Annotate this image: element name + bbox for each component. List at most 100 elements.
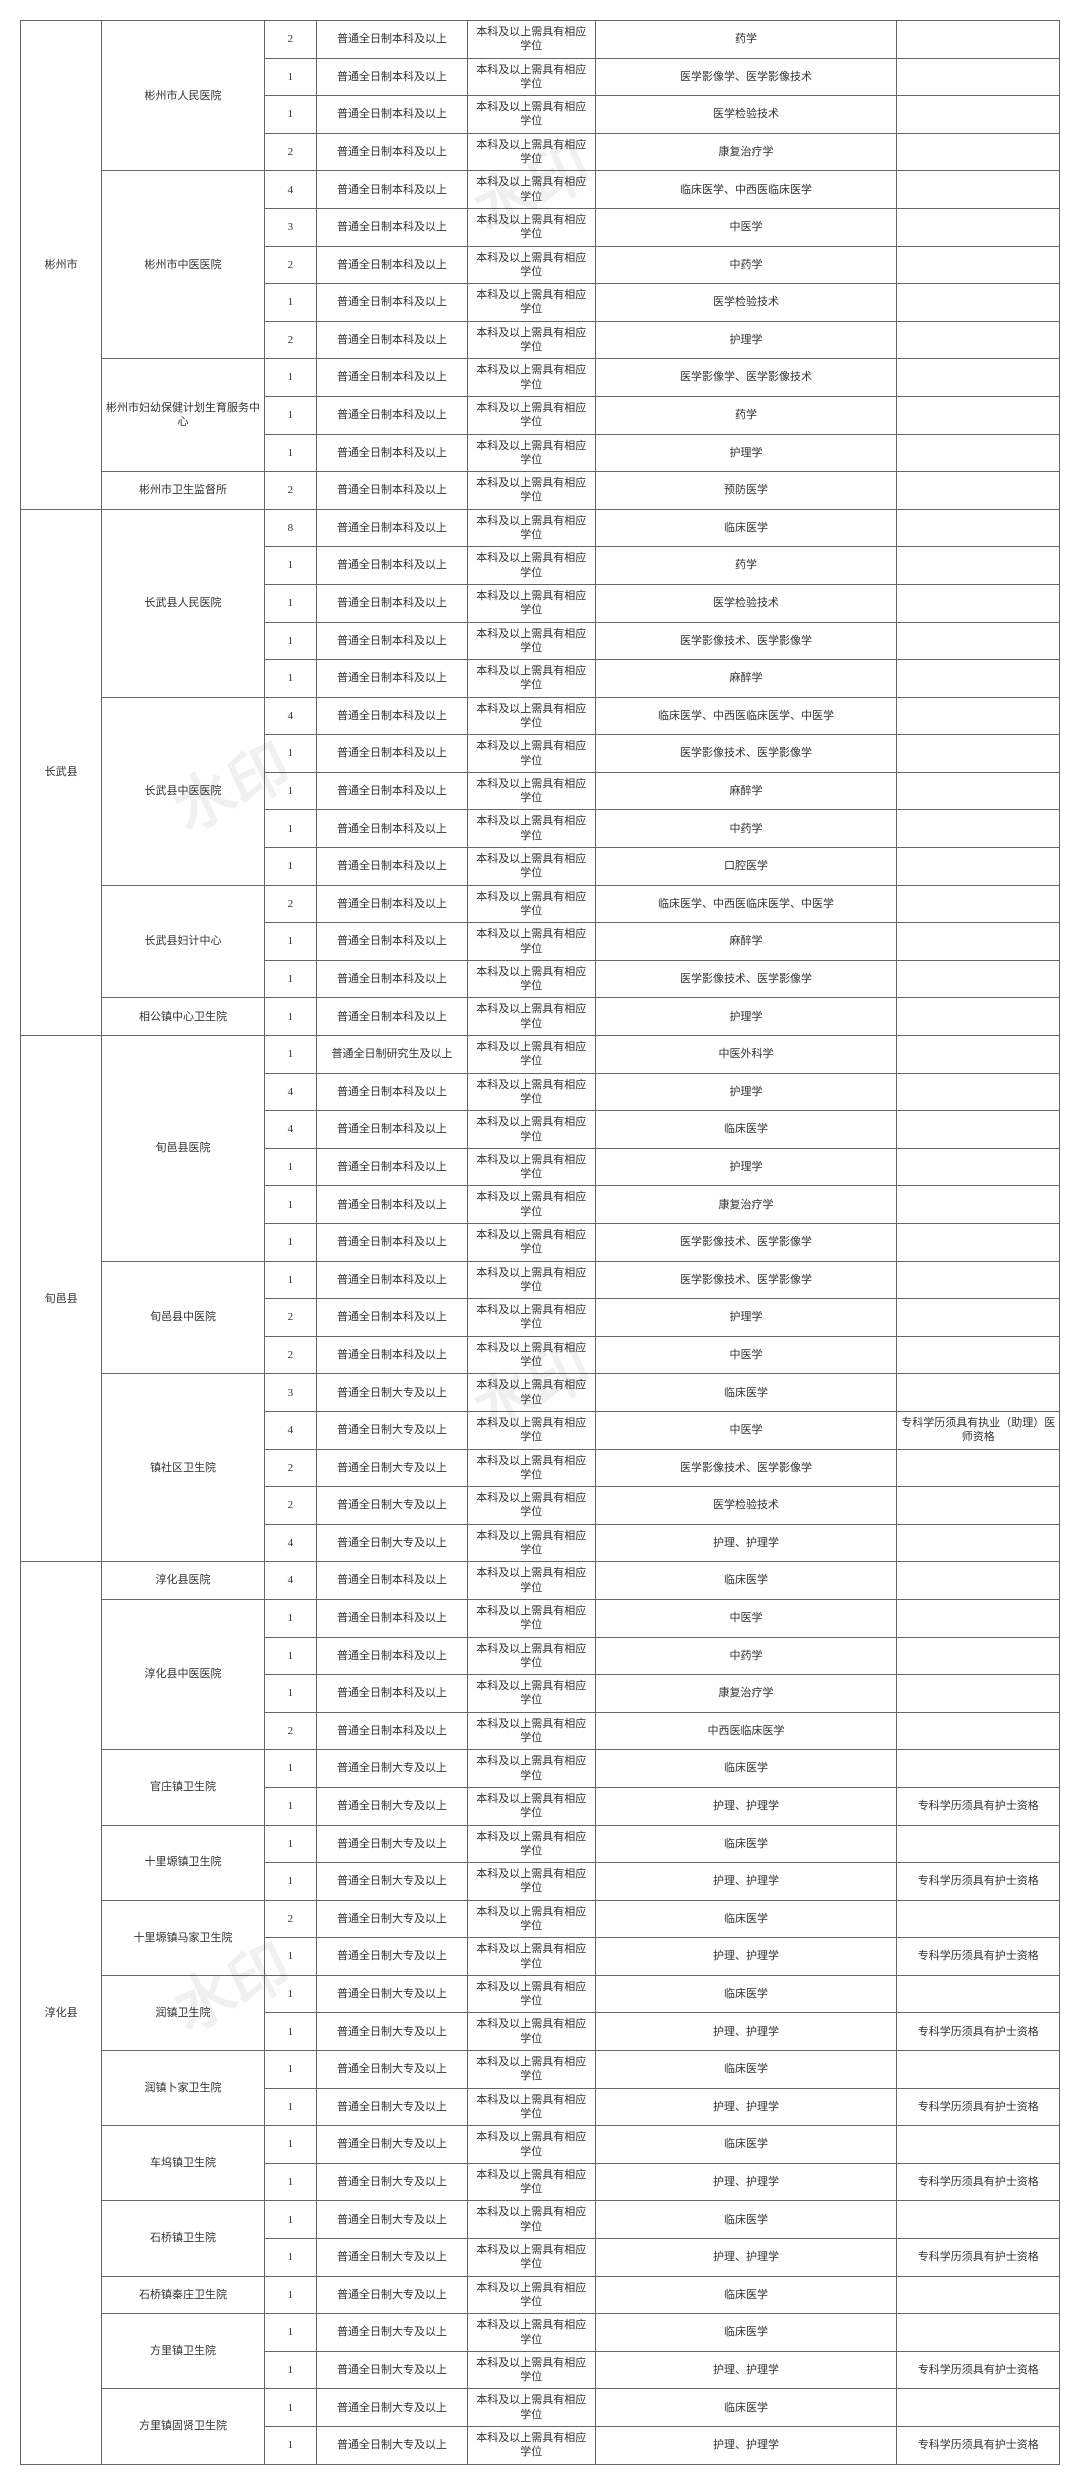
degree-cell: 本科及以上需具有相应学位 — [467, 133, 595, 171]
table-row: 十里塬镇马家卫生院2普通全日制大专及以上本科及以上需具有相应学位临床医学 — [21, 1900, 1060, 1938]
count-cell: 1 — [264, 284, 316, 322]
edu-cell: 普通全日制本科及以上 — [317, 246, 468, 284]
count-cell: 1 — [264, 2239, 316, 2277]
remark-cell — [897, 1336, 1060, 1374]
remark-cell: 专科学历须具有护士资格 — [897, 2013, 1060, 2051]
major-cell: 临床医学 — [595, 2126, 897, 2164]
edu-cell: 普通全日制本科及以上 — [317, 284, 468, 322]
degree-cell: 本科及以上需具有相应学位 — [467, 622, 595, 660]
major-cell: 口腔医学 — [595, 848, 897, 886]
major-cell: 护理学 — [595, 321, 897, 359]
degree-cell: 本科及以上需具有相应学位 — [467, 1336, 595, 1374]
major-cell: 护理、护理学 — [595, 2088, 897, 2126]
remark-cell — [897, 1637, 1060, 1675]
remark-cell — [897, 2314, 1060, 2352]
degree-cell: 本科及以上需具有相应学位 — [467, 923, 595, 961]
count-cell: 1 — [264, 1863, 316, 1901]
degree-cell: 本科及以上需具有相应学位 — [467, 1224, 595, 1262]
major-cell: 麻醉学 — [595, 772, 897, 810]
edu-cell: 普通全日制本科及以上 — [317, 396, 468, 434]
edu-cell: 普通全日制本科及以上 — [317, 772, 468, 810]
major-cell: 临床医学、中西医临床医学、中医学 — [595, 697, 897, 735]
count-cell: 1 — [264, 96, 316, 134]
edu-cell: 普通全日制大专及以上 — [317, 1863, 468, 1901]
edu-cell: 普通全日制大专及以上 — [317, 2427, 468, 2465]
org-cell: 石桥镇秦庄卫生院 — [102, 2276, 265, 2314]
edu-cell: 普通全日制本科及以上 — [317, 1073, 468, 1111]
major-cell: 医学检验技术 — [595, 284, 897, 322]
edu-cell: 普通全日制大专及以上 — [317, 1449, 468, 1487]
remark-cell — [897, 359, 1060, 397]
major-cell: 护理学 — [595, 1299, 897, 1337]
remark-cell — [897, 810, 1060, 848]
major-cell: 医学检验技术 — [595, 584, 897, 622]
major-cell: 护理、护理学 — [595, 2013, 897, 2051]
org-cell: 彬州市妇幼保健计划生育服务中心 — [102, 359, 265, 472]
count-cell: 1 — [264, 1224, 316, 1262]
edu-cell: 普通全日制本科及以上 — [317, 584, 468, 622]
major-cell: 护理学 — [595, 1148, 897, 1186]
remark-cell — [897, 1675, 1060, 1713]
degree-cell: 本科及以上需具有相应学位 — [467, 998, 595, 1036]
count-cell: 4 — [264, 1111, 316, 1149]
degree-cell: 本科及以上需具有相应学位 — [467, 2276, 595, 2314]
table-row: 官庄镇卫生院1普通全日制大专及以上本科及以上需具有相应学位临床医学 — [21, 1750, 1060, 1788]
edu-cell: 普通全日制本科及以上 — [317, 697, 468, 735]
degree-cell: 本科及以上需具有相应学位 — [467, 885, 595, 923]
degree-cell: 本科及以上需具有相应学位 — [467, 1411, 595, 1449]
major-cell: 康复治疗学 — [595, 133, 897, 171]
remark-cell: 专科学历须具有护士资格 — [897, 1787, 1060, 1825]
degree-cell: 本科及以上需具有相应学位 — [467, 2163, 595, 2201]
remark-cell — [897, 1148, 1060, 1186]
remark-cell — [897, 1036, 1060, 1074]
org-cell: 彬州市人民医院 — [102, 21, 265, 171]
degree-cell: 本科及以上需具有相应学位 — [467, 1637, 595, 1675]
edu-cell: 普通全日制大专及以上 — [317, 1825, 468, 1863]
org-cell: 彬州市卫生监督所 — [102, 472, 265, 510]
degree-cell: 本科及以上需具有相应学位 — [467, 2427, 595, 2465]
major-cell: 中药学 — [595, 1637, 897, 1675]
degree-cell: 本科及以上需具有相应学位 — [467, 1524, 595, 1562]
remark-cell — [897, 2201, 1060, 2239]
edu-cell: 普通全日制本科及以上 — [317, 1675, 468, 1713]
edu-cell: 普通全日制大专及以上 — [317, 2051, 468, 2089]
count-cell: 1 — [264, 622, 316, 660]
page-container: 水印 水印 水印 水印 彬州市彬州市人民医院2普通全日制本科及以上本科及以上需具… — [20, 20, 1060, 2465]
org-cell: 车坞镇卫生院 — [102, 2126, 265, 2201]
remark-cell — [897, 58, 1060, 96]
count-cell: 1 — [264, 1825, 316, 1863]
remark-cell: 专科学历须具有护士资格 — [897, 1863, 1060, 1901]
remark-cell — [897, 622, 1060, 660]
edu-cell: 普通全日制本科及以上 — [317, 547, 468, 585]
major-cell: 临床医学 — [595, 1900, 897, 1938]
org-cell: 旬邑县医院 — [102, 1036, 265, 1262]
table-row: 长武县妇计中心2普通全日制本科及以上本科及以上需具有相应学位临床医学、中西医临床… — [21, 885, 1060, 923]
remark-cell — [897, 1487, 1060, 1525]
edu-cell: 普通全日制本科及以上 — [317, 1336, 468, 1374]
major-cell: 中医学 — [595, 208, 897, 246]
count-cell: 1 — [264, 810, 316, 848]
edu-cell: 普通全日制本科及以上 — [317, 1111, 468, 1149]
degree-cell: 本科及以上需具有相应学位 — [467, 246, 595, 284]
remark-cell — [897, 1599, 1060, 1637]
degree-cell: 本科及以上需具有相应学位 — [467, 1975, 595, 2013]
major-cell: 中西医临床医学 — [595, 1712, 897, 1750]
remark-cell — [897, 735, 1060, 773]
remark-cell: 专科学历须具有护士资格 — [897, 2163, 1060, 2201]
degree-cell: 本科及以上需具有相应学位 — [467, 1186, 595, 1224]
count-cell: 1 — [264, 1599, 316, 1637]
edu-cell: 普通全日制本科及以上 — [317, 622, 468, 660]
count-cell: 2 — [264, 1487, 316, 1525]
edu-cell: 普通全日制大专及以上 — [317, 1975, 468, 2013]
remark-cell — [897, 246, 1060, 284]
major-cell: 医学影像技术、医学影像学 — [595, 960, 897, 998]
org-cell: 彬州市中医医院 — [102, 171, 265, 359]
major-cell: 临床医学 — [595, 2276, 897, 2314]
remark-cell — [897, 133, 1060, 171]
major-cell: 护理学 — [595, 1073, 897, 1111]
major-cell: 中医学 — [595, 1599, 897, 1637]
major-cell: 中药学 — [595, 246, 897, 284]
remark-cell — [897, 1186, 1060, 1224]
table-row: 方里镇固贤卫生院1普通全日制大专及以上本科及以上需具有相应学位临床医学 — [21, 2389, 1060, 2427]
remark-cell — [897, 547, 1060, 585]
